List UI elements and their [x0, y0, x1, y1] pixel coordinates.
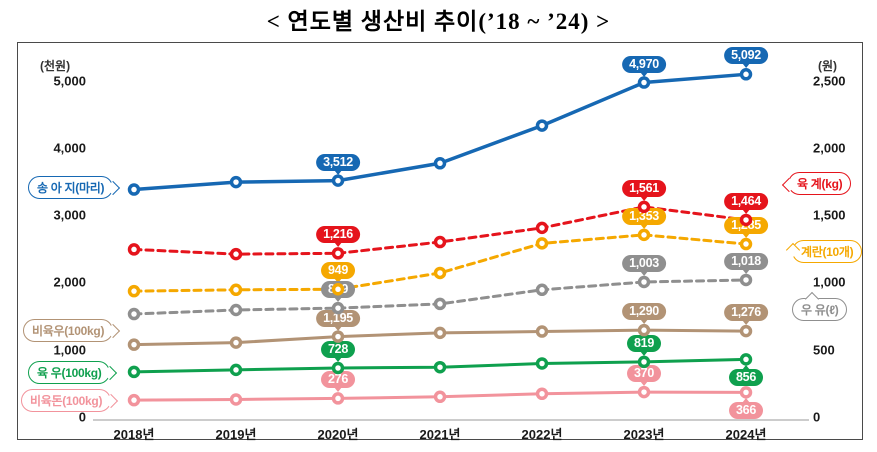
x-axis-label-2024년: 2024년: [725, 427, 767, 442]
broiler-value-label: 1,561: [622, 179, 666, 201]
calf-value-label: 3,512: [316, 153, 360, 175]
label-tail: [334, 357, 342, 362]
right-axis-tick-500: 500: [813, 342, 835, 358]
pig-value-label: 276: [321, 371, 355, 393]
left-axis-unit: (천원): [40, 59, 71, 73]
label-tail: [640, 71, 648, 77]
label-tail: [742, 233, 750, 239]
x-axis-label-2021년: 2021년: [419, 427, 461, 442]
right-axis-unit: (원): [818, 59, 838, 73]
beef-cattle-value-label: 1,276: [724, 304, 768, 326]
dairy-beef-value-label: 728: [321, 341, 355, 362]
x-axis-label-2020년: 2020년: [317, 427, 359, 442]
chart-frame: 5,000 4,000 3,000 2,000 1,000 0 2,500 2,000 1,50…: [17, 42, 863, 442]
right-axis-tick-1,000: 1,000: [813, 274, 846, 290]
legend-milk: 우 유(ℓ): [792, 291, 848, 321]
x-axis-label-2023년: 2023년: [623, 427, 665, 442]
right-axis-tick-1,500: 1,500: [813, 207, 846, 223]
label-tail: [640, 350, 648, 356]
legend-beef-cattle: 비육우(100kg): [23, 319, 120, 342]
broiler-value-label: 1,464: [724, 192, 768, 214]
legend-egg: 계란(10개): [785, 240, 863, 263]
label-tail: [334, 387, 342, 393]
beef-cattle-value-label: 1,195: [316, 309, 360, 331]
milk-value-label: 1,018: [724, 252, 768, 274]
egg-value-label: 1,285: [724, 217, 768, 239]
pig-value-label: 370: [627, 365, 661, 387]
label-tail: [334, 278, 342, 284]
calf-value-label: 4,970: [622, 55, 666, 77]
left-axis-tick-0: 0: [78, 409, 86, 425]
left-axis-tick-2,000: 2,000: [53, 274, 86, 290]
milk-value-label: 1,003: [622, 254, 666, 276]
label-tail: [742, 63, 750, 69]
label-tail: [742, 320, 750, 326]
label-tail: [640, 381, 648, 387]
chart-title: < 연도별 생산비 추이(’18 ~ ’24) >: [266, 9, 611, 34]
x-axis-label-2018년: 2018년: [113, 427, 155, 442]
label-tail: [334, 169, 342, 175]
left-axis-tick-4,000: 4,000: [53, 140, 86, 156]
label-tail: [742, 268, 750, 274]
egg-value-label: 949: [321, 262, 355, 284]
label-tail: [742, 208, 750, 214]
pig-value-label: 366: [729, 398, 763, 420]
left-axis-tick-3,000: 3,000: [53, 207, 86, 223]
left-axis-tick-1,000: 1,000: [53, 342, 86, 358]
right-axis-tick-0: 0: [813, 409, 821, 425]
label-tail: [742, 398, 750, 404]
label-tail: [334, 297, 342, 303]
pig-line: [132, 390, 748, 402]
egg-value-label: 1,353: [622, 207, 666, 229]
legend-broiler: 육 계(kg): [781, 172, 852, 195]
label-tail: [334, 242, 342, 248]
calf-value-label: 5,092: [724, 47, 768, 69]
milk-value-label: 809: [321, 281, 355, 303]
label-tail: [640, 223, 648, 229]
right-axis-tick-2,500: 2,500: [813, 73, 846, 88]
right-axis-tick-2,000: 2,000: [813, 140, 846, 156]
dairy-beef-value-label: 819: [627, 334, 661, 356]
label-tail: [334, 325, 342, 331]
broiler-value-label: 1,216: [316, 226, 360, 248]
left-axis-tick-5,000: 5,000: [53, 73, 86, 88]
legend-dairy-beef: 육 우(100kg): [28, 361, 118, 384]
label-tail: [640, 319, 648, 325]
label-tail: [640, 195, 648, 201]
legend-pig: 비육돈(100kg): [21, 389, 118, 412]
dairy-beef-value-label: 856: [729, 365, 763, 387]
calf-line: [132, 72, 748, 192]
label-tail: [742, 365, 750, 371]
legend-calf: 송 아 지(마리): [28, 176, 120, 199]
beef-cattle-value-label: 1,290: [622, 303, 666, 325]
x-axis-label-2022년: 2022년: [521, 427, 563, 442]
label-tail: [640, 270, 648, 276]
x-axis-label-2019년: 2019년: [215, 427, 257, 442]
